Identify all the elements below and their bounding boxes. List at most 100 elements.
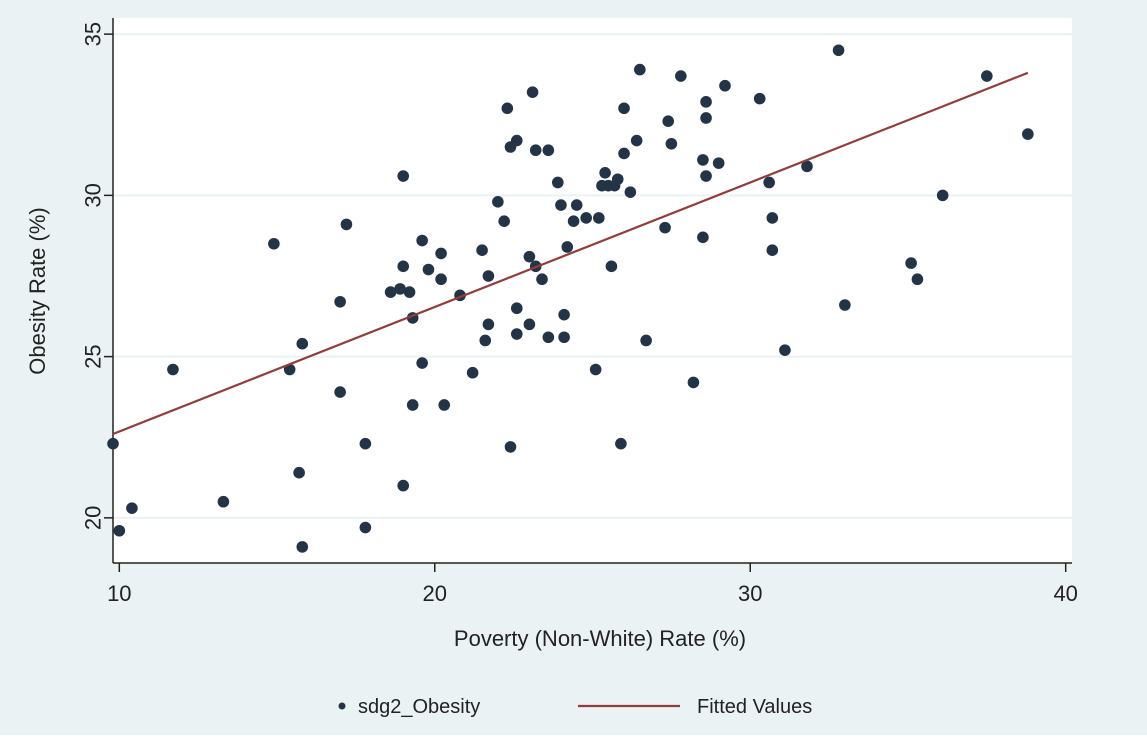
scatter-point <box>340 218 353 231</box>
scatter-point <box>570 199 583 211</box>
scatter-point <box>438 399 451 411</box>
scatter-point <box>618 147 630 160</box>
scatter-point <box>905 257 917 269</box>
scatter-point <box>763 176 775 189</box>
plot-area <box>113 18 1072 563</box>
scatter-point <box>832 44 845 57</box>
scatter-point <box>981 70 993 82</box>
y-tick-label: 35 <box>81 22 106 46</box>
scatter-point <box>624 186 637 198</box>
scatter-point <box>529 144 542 157</box>
scatter-point <box>283 363 296 376</box>
scatter-point <box>611 173 624 186</box>
scatter-point <box>422 263 435 276</box>
scatter-point <box>406 399 419 411</box>
scatter-point <box>659 221 671 234</box>
x-tick-label: 10 <box>107 581 131 606</box>
x-tick-label: 20 <box>423 581 447 606</box>
scatter-point <box>558 308 570 321</box>
scatter-point <box>403 286 416 298</box>
scatter-point <box>482 270 495 282</box>
x-tick-label: 30 <box>738 581 762 606</box>
scatter-point <box>766 244 779 256</box>
scatter-point <box>712 157 725 169</box>
y-axis-label: Obesity Rate (%) <box>25 207 50 375</box>
scatter-point <box>615 437 627 450</box>
y-tick-label: 25 <box>81 344 106 368</box>
scatter-point <box>394 283 406 295</box>
legend: sdg2_Obesity Fitted Values <box>338 696 812 718</box>
scatter-point <box>397 170 410 182</box>
scatter-point <box>766 212 779 224</box>
scatter-point <box>435 247 447 260</box>
scatter-point <box>697 231 709 244</box>
scatter-point <box>435 273 447 286</box>
y-axis-ticks: 20 25 30 35 <box>81 22 113 530</box>
scatter-point <box>551 176 564 189</box>
x-axis-ticks: 10 20 30 40 <box>107 563 1078 606</box>
scatter-point <box>476 244 488 256</box>
scatter-point <box>498 215 510 227</box>
scatter-point <box>542 144 555 157</box>
scatter-point <box>605 260 618 273</box>
scatter-point <box>334 295 346 308</box>
scatter-point <box>662 115 675 127</box>
scatter-point <box>697 154 709 166</box>
scatter-point <box>492 196 504 208</box>
scatter-point <box>296 337 309 350</box>
scatter-point <box>839 299 851 311</box>
scatter-point <box>630 134 643 147</box>
scatter-point <box>634 63 646 76</box>
scatter-point <box>466 366 479 379</box>
scatter-point <box>126 502 138 514</box>
scatter-point <box>482 318 495 331</box>
scatter-point <box>618 102 630 115</box>
scatter-point <box>593 212 605 224</box>
scatter-point <box>523 250 536 263</box>
scatter-point <box>359 521 372 534</box>
x-tick-label: 40 <box>1053 581 1077 606</box>
scatter-point <box>665 137 678 150</box>
scatter-point <box>558 331 570 344</box>
scatter-point <box>293 466 305 479</box>
scatter-point <box>167 363 179 376</box>
scatter-point <box>217 495 230 508</box>
scatter-point <box>911 273 924 286</box>
scatter-point <box>510 328 523 340</box>
scatter-point <box>599 166 611 179</box>
scatter-point <box>334 386 346 398</box>
scatter-point <box>536 273 548 286</box>
scatter-point <box>397 479 410 492</box>
legend-label-fitted: Fitted Values <box>697 696 812 718</box>
scatter-point <box>719 79 731 92</box>
scatter-point <box>687 376 700 389</box>
scatter-point <box>510 302 523 315</box>
scatter-point <box>700 112 712 124</box>
scatter-point <box>501 102 514 115</box>
fitted-values-line <box>112 71 1029 436</box>
x-axis-label: Poverty (Non-White) Rate (%) <box>454 626 746 651</box>
scatter-point <box>700 96 712 108</box>
scatter-point <box>589 363 602 376</box>
scatter-point <box>268 237 280 250</box>
scatter-point <box>526 86 539 98</box>
scatter-point <box>561 241 574 253</box>
scatter-point <box>700 170 712 182</box>
scatter-point <box>936 189 949 202</box>
scatter-point <box>510 134 523 147</box>
scatter-point <box>555 199 567 211</box>
scatter-point <box>397 260 410 273</box>
scatter-point <box>640 334 652 347</box>
scatter-point <box>359 437 372 450</box>
y-tick-label: 30 <box>81 183 106 207</box>
scatter-point <box>1022 128 1034 140</box>
scatter-point <box>479 334 492 347</box>
scatter-point <box>107 437 119 450</box>
legend-marker-icon <box>338 702 346 710</box>
scatter-point <box>580 212 592 224</box>
scatter-point <box>384 286 397 298</box>
gridlines <box>113 33 1072 519</box>
scatter-point <box>779 344 791 356</box>
